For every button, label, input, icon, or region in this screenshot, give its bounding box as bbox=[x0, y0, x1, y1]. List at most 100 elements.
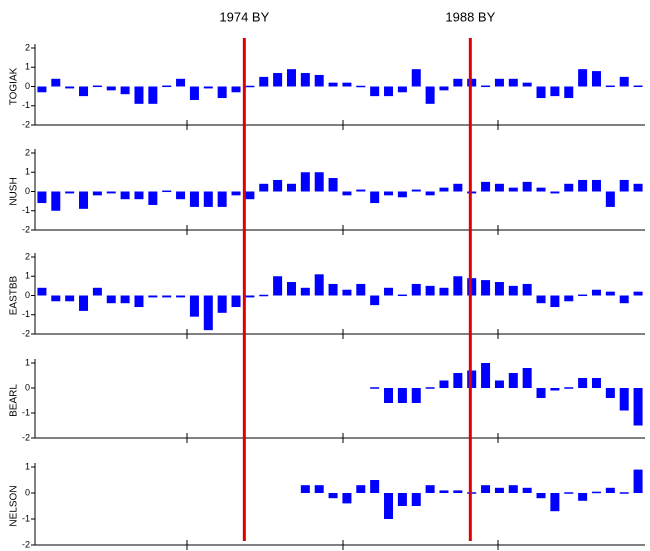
bar bbox=[564, 86, 574, 99]
bar bbox=[148, 191, 158, 205]
bar bbox=[633, 183, 643, 192]
bar bbox=[148, 86, 158, 104]
bar bbox=[605, 85, 615, 88]
bar bbox=[494, 282, 504, 296]
bar bbox=[328, 283, 338, 296]
bar bbox=[384, 388, 394, 403]
bar bbox=[508, 485, 518, 493]
bar bbox=[591, 179, 601, 192]
bar bbox=[273, 179, 283, 192]
bar bbox=[245, 191, 255, 200]
bar bbox=[481, 280, 491, 296]
bar bbox=[314, 485, 324, 493]
bar bbox=[550, 295, 560, 308]
y-tick-label: -1 bbox=[22, 100, 30, 110]
bar bbox=[578, 378, 588, 388]
bar bbox=[384, 191, 394, 196]
bar bbox=[578, 493, 588, 501]
y-tick-label: 0 bbox=[25, 186, 30, 196]
y-tick-label: 2 bbox=[25, 147, 30, 157]
bar bbox=[564, 387, 574, 389]
bar bbox=[217, 86, 227, 99]
bar bbox=[522, 181, 532, 192]
bar bbox=[550, 388, 560, 391]
bar bbox=[481, 363, 491, 388]
panel-label: EASTBB bbox=[9, 275, 20, 315]
bar bbox=[92, 287, 102, 296]
bar bbox=[106, 295, 116, 304]
bar bbox=[564, 492, 574, 494]
bar bbox=[51, 191, 61, 211]
bar bbox=[425, 191, 435, 196]
bar bbox=[633, 85, 643, 88]
bar bbox=[439, 490, 449, 493]
bar bbox=[300, 73, 310, 87]
bar bbox=[522, 487, 532, 493]
bar bbox=[259, 183, 269, 192]
bar bbox=[591, 491, 601, 494]
bar bbox=[397, 493, 407, 506]
y-tick-label: 0 bbox=[25, 382, 30, 392]
bar bbox=[217, 191, 227, 207]
bar bbox=[245, 85, 255, 88]
bar bbox=[356, 189, 366, 192]
bar bbox=[633, 291, 643, 296]
y-tick-label: 2 bbox=[25, 251, 30, 261]
bar bbox=[37, 287, 47, 296]
bar bbox=[300, 172, 310, 192]
bar bbox=[439, 86, 449, 91]
bar bbox=[65, 86, 75, 89]
bar bbox=[411, 493, 421, 506]
bar bbox=[605, 291, 615, 296]
y-tick-label: -1 bbox=[22, 309, 30, 319]
bar bbox=[481, 85, 491, 88]
bar bbox=[176, 295, 186, 298]
bar bbox=[453, 78, 463, 87]
bar bbox=[494, 380, 504, 388]
bar bbox=[120, 295, 130, 304]
bar bbox=[356, 485, 366, 493]
bar bbox=[370, 191, 380, 204]
bar bbox=[273, 73, 283, 87]
bar bbox=[370, 295, 380, 306]
bar bbox=[370, 480, 380, 493]
bar bbox=[162, 85, 172, 88]
reference-label: 1988 BY bbox=[445, 9, 495, 24]
bar bbox=[370, 86, 380, 97]
bar bbox=[425, 387, 435, 389]
bar bbox=[106, 191, 116, 194]
bar bbox=[411, 283, 421, 296]
y-tick-label: 1 bbox=[25, 271, 30, 281]
bar bbox=[356, 85, 366, 88]
bar bbox=[439, 287, 449, 296]
bar bbox=[578, 294, 588, 297]
bar bbox=[79, 191, 89, 209]
bar bbox=[397, 86, 407, 93]
bar bbox=[162, 190, 172, 193]
bar bbox=[189, 295, 199, 317]
bar bbox=[356, 283, 366, 296]
bar bbox=[79, 86, 89, 97]
bar bbox=[397, 191, 407, 198]
bar bbox=[65, 191, 75, 194]
y-tick-label: -1 bbox=[22, 407, 30, 417]
bar bbox=[522, 283, 532, 296]
bar bbox=[231, 191, 241, 196]
bar bbox=[328, 178, 338, 192]
y-tick-label: 1 bbox=[25, 461, 30, 471]
bar bbox=[300, 485, 310, 493]
bar bbox=[342, 493, 352, 504]
bar bbox=[411, 189, 421, 192]
panel-label: NELSON bbox=[9, 485, 20, 526]
bar bbox=[453, 183, 463, 192]
bar bbox=[633, 388, 643, 426]
bar bbox=[494, 183, 504, 192]
bar bbox=[578, 179, 588, 192]
panel-label: BEARL bbox=[9, 384, 20, 417]
bar bbox=[578, 69, 588, 87]
bar bbox=[481, 485, 491, 493]
bar bbox=[550, 493, 560, 512]
bar bbox=[92, 85, 102, 88]
bar bbox=[259, 76, 269, 87]
bar bbox=[148, 295, 158, 298]
